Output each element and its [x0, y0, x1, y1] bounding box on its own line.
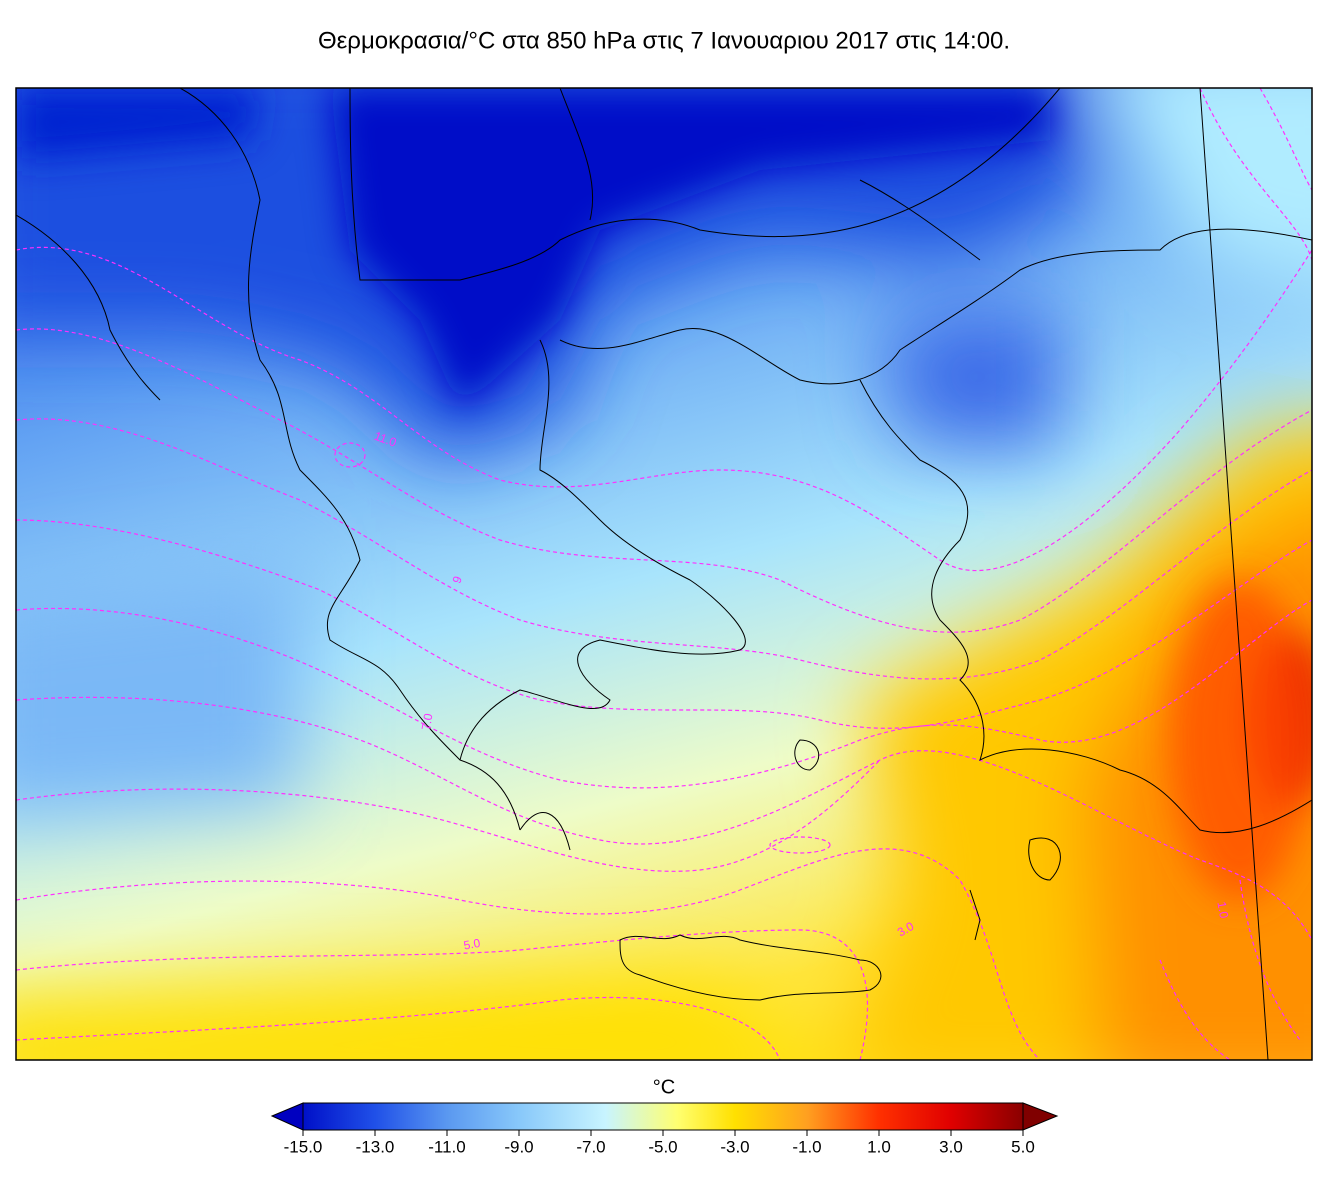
colorbar-tick-label: -1.0 — [792, 1137, 821, 1156]
colorbar-tick-label: 5.0 — [1011, 1137, 1035, 1156]
colorbar-tick-label: -13.0 — [356, 1137, 395, 1156]
contour-label: 9 — [450, 574, 466, 585]
colorbar-tick-label: 1.0 — [867, 1137, 891, 1156]
map-title: Θερμοκρασια/°C στα 850 hPa στις 7 Ιανουα… — [318, 27, 1010, 54]
temperature-field — [16, 88, 1312, 1060]
contour-label: 1.0 — [1214, 900, 1231, 919]
colorbar-tick-label: -5.0 — [648, 1137, 677, 1156]
colorbar-tick-label: 3.0 — [939, 1137, 963, 1156]
contour-lines — [16, 88, 1312, 1060]
colorbar-tick-label: -9.0 — [504, 1137, 533, 1156]
colorbar-ticks: -15.0 -13.0 -11.0 -9.0 -7.0 -5.0 -3.0 -1.0 1.0 3.… — [284, 1130, 1035, 1156]
colorbar-high-arrow — [1022, 1102, 1059, 1131]
contour-label: 5.0 — [462, 936, 481, 953]
contour-label: 7.0 — [419, 712, 436, 731]
colorbar-tick-label: -11.0 — [428, 1137, 466, 1156]
map-frame — [15, 87, 1313, 1061]
colorbar-tick-label: -3.0 — [720, 1137, 749, 1156]
colorbar-label: °C — [653, 1076, 675, 1098]
colorbar-tick-label: -7.0 — [576, 1137, 605, 1156]
colorbar-tick-label: -15.0 — [284, 1137, 323, 1156]
colorbar — [270, 1102, 1059, 1131]
colorbar-low-arrow — [270, 1102, 304, 1131]
colorbar-ramp — [302, 1102, 1024, 1131]
coastlines — [16, 88, 1312, 1060]
